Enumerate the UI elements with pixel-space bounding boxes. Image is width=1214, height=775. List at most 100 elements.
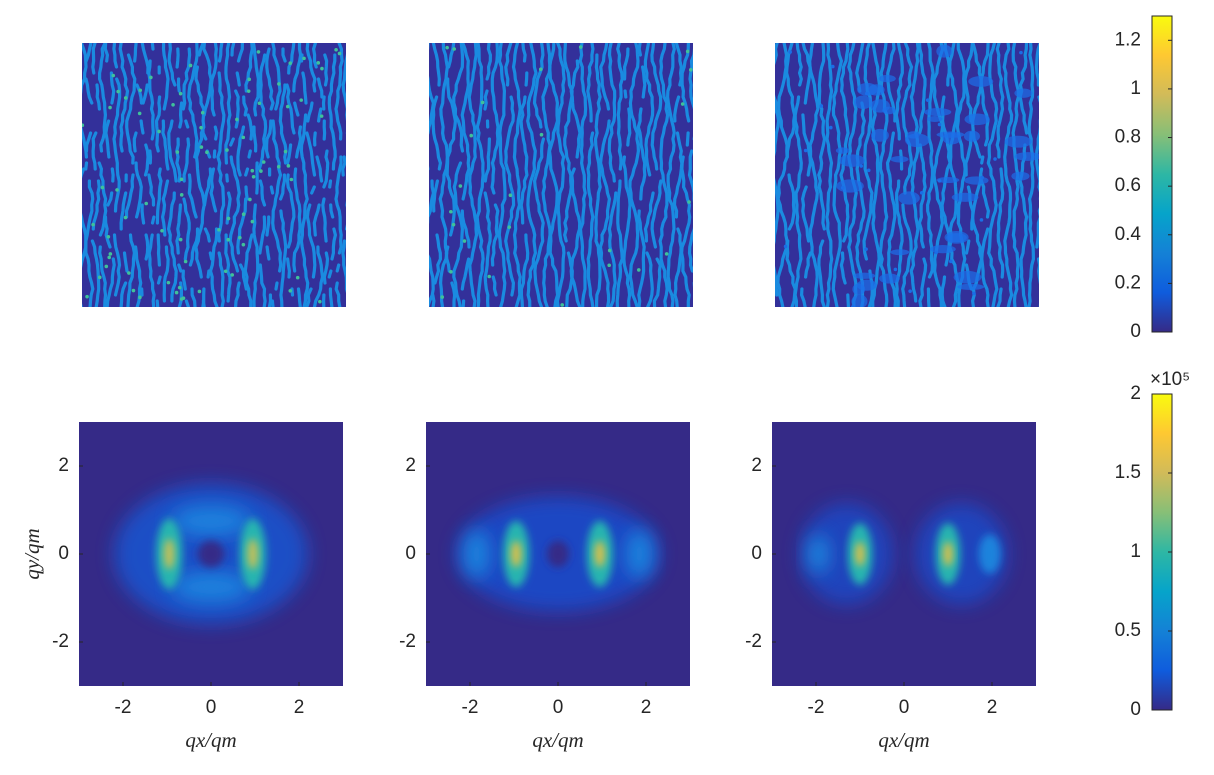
defect (944, 230, 969, 244)
intensity-blob (163, 538, 175, 570)
defect (836, 179, 864, 193)
spot (458, 184, 463, 188)
defect (890, 249, 910, 256)
spot (188, 63, 193, 68)
colorbar-exponent: ×10⁵ (1150, 369, 1190, 390)
intensity-blob (626, 529, 653, 579)
x-axis-label: qx/qm (532, 728, 583, 752)
intensity-blob (547, 540, 569, 568)
defect (870, 99, 890, 113)
spot (316, 61, 321, 65)
stripe-image (429, 43, 693, 307)
spot (261, 160, 266, 164)
spot (507, 225, 512, 229)
spot (636, 268, 641, 272)
spot (149, 75, 153, 80)
stripe (932, 43, 945, 307)
colorbar-tick-label: 0 (1130, 699, 1141, 720)
stripe (995, 43, 1005, 307)
stripe (511, 43, 522, 307)
stripe (672, 43, 684, 307)
x-axis-label: qx/qm (185, 728, 236, 752)
spot (803, 148, 808, 153)
defect (898, 191, 920, 205)
intensity-blob (978, 534, 1001, 574)
spot (288, 288, 293, 293)
x-tick-label: 0 (206, 697, 217, 718)
spot (137, 111, 142, 116)
spot (177, 285, 182, 290)
spot (205, 150, 209, 155)
stripe (532, 43, 545, 307)
defect (924, 108, 952, 117)
x-tick-label: 2 (641, 697, 652, 718)
spot (452, 47, 456, 51)
stripe (270, 43, 283, 307)
spot (179, 193, 184, 197)
intensity-blob (915, 503, 1008, 605)
stripe (124, 53, 137, 307)
spot (166, 280, 171, 285)
stripe (948, 43, 960, 307)
intensity-blob (510, 540, 522, 568)
spot (828, 125, 833, 130)
spot (687, 200, 691, 204)
spot (449, 209, 453, 214)
stripe (658, 43, 670, 307)
spot (181, 296, 186, 300)
spot (104, 264, 109, 269)
stripe (467, 43, 479, 307)
spot (199, 125, 203, 130)
defect (868, 84, 885, 96)
defect (1004, 135, 1032, 148)
stripe (1002, 43, 1014, 307)
x-tick-label: -2 (462, 697, 479, 718)
spot (241, 242, 246, 247)
x-tick-label: 0 (899, 697, 910, 718)
defect (835, 147, 850, 154)
spot (539, 132, 544, 137)
colorbar (1151, 15, 1173, 333)
spot (123, 215, 128, 220)
spot (788, 50, 792, 54)
stripe (555, 43, 566, 307)
defect (879, 273, 900, 284)
intensity-blob (594, 540, 606, 568)
stripe (243, 43, 254, 307)
intensity-blob (855, 541, 865, 567)
colorbar-tick-label: 1 (1130, 78, 1141, 99)
spot (480, 100, 485, 105)
spot (108, 105, 112, 110)
stripe (839, 43, 850, 307)
stripe (187, 43, 200, 307)
spot (223, 269, 228, 274)
stripe (615, 43, 624, 307)
stripe (224, 43, 232, 303)
stripe-image (775, 43, 1039, 307)
spot (199, 145, 204, 149)
intensity-blob (943, 541, 953, 567)
spot (226, 237, 231, 242)
spot (144, 201, 149, 206)
stripe (299, 53, 310, 307)
spot (288, 61, 293, 65)
defect (853, 272, 876, 279)
colorbar-tick-label: 0.8 (1115, 127, 1141, 148)
spot (538, 67, 543, 72)
spot (289, 177, 294, 182)
defect (839, 154, 865, 167)
stripe (160, 43, 170, 303)
defect (957, 283, 985, 290)
stripe (541, 43, 552, 307)
spot (864, 247, 868, 251)
stripe (808, 43, 820, 307)
spot (469, 133, 474, 138)
stripe (909, 43, 920, 303)
intensity-blob (807, 534, 830, 574)
x-axis-label: qx/qm (878, 728, 929, 752)
spot (979, 218, 984, 222)
defect (856, 279, 877, 291)
defect (929, 245, 956, 254)
colorbar-tick-label: 2 (1130, 383, 1141, 404)
intensity-blob (171, 571, 251, 603)
